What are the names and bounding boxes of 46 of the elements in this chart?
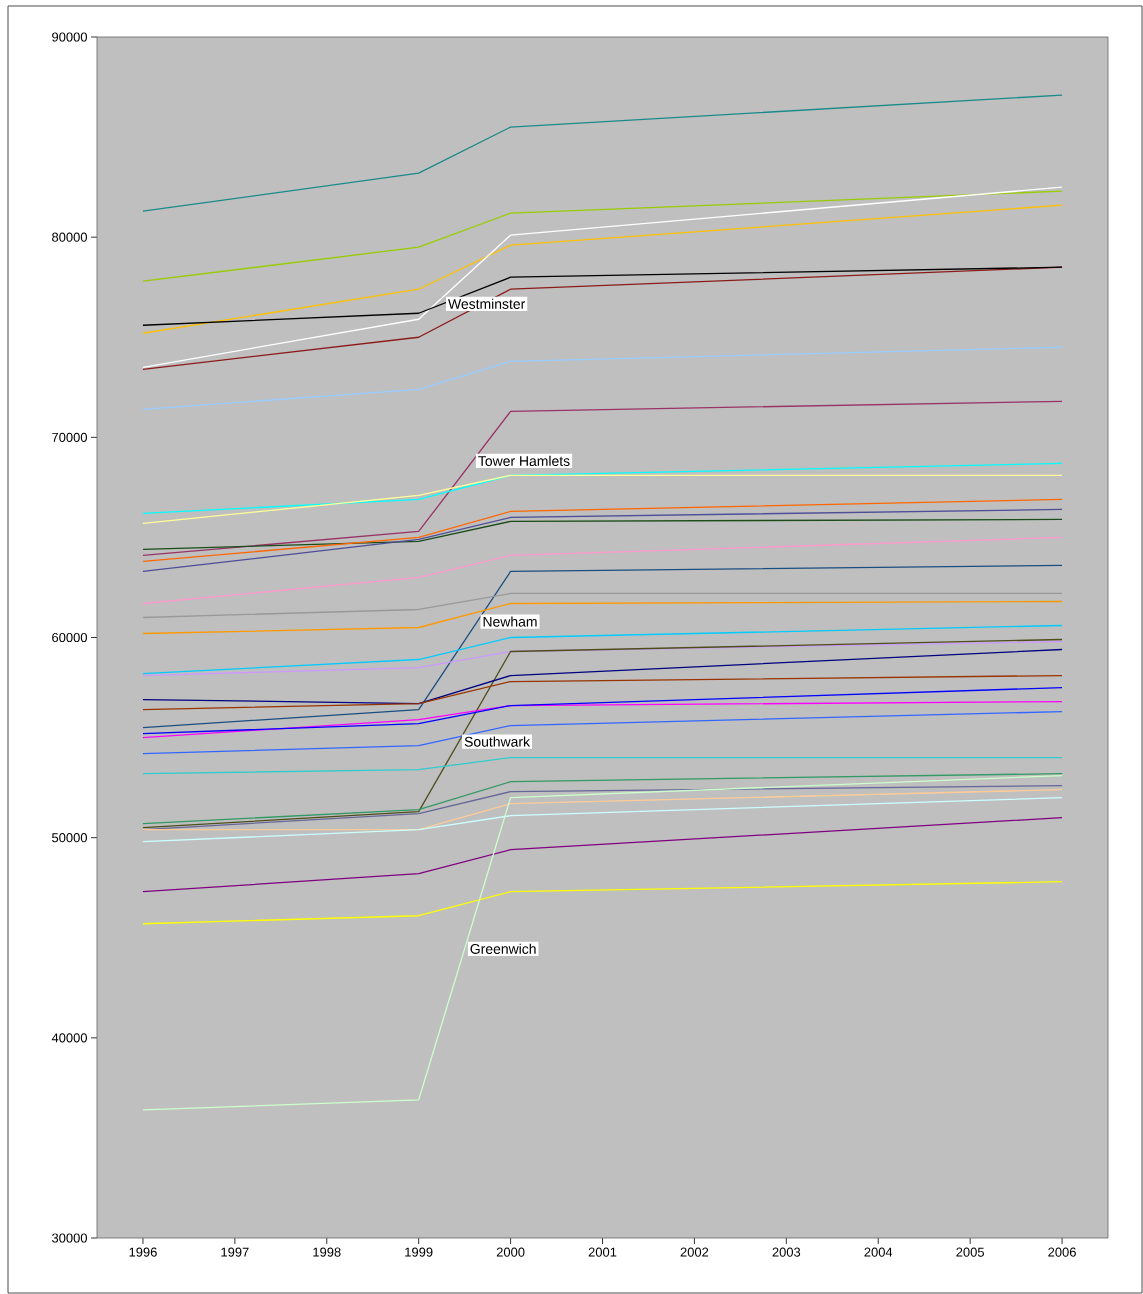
series-label: Newham bbox=[483, 616, 537, 627]
x-tick-label: 2001 bbox=[588, 1247, 617, 1257]
line-series bbox=[142, 648, 1063, 705]
series-label: Southwark bbox=[464, 736, 531, 747]
line-series bbox=[142, 564, 1063, 729]
y-tick-label: 30000 bbox=[51, 1233, 87, 1243]
line-series bbox=[142, 400, 1063, 557]
x-tick-label: 2006 bbox=[1048, 1247, 1076, 1257]
x-tick-label: 2000 bbox=[496, 1247, 525, 1257]
line-series bbox=[142, 817, 1063, 893]
y-tick-label: 40000 bbox=[51, 1033, 87, 1043]
x-tick-label: 2003 bbox=[772, 1247, 801, 1257]
series-label: Westminster bbox=[448, 298, 526, 309]
line-series bbox=[142, 536, 1063, 605]
line-series bbox=[142, 204, 1063, 334]
line-series bbox=[142, 674, 1063, 711]
line-series bbox=[142, 774, 1063, 1111]
line-series bbox=[142, 710, 1063, 755]
line-series bbox=[142, 518, 1063, 551]
x-tick-label: 2002 bbox=[680, 1247, 709, 1257]
line-series bbox=[142, 772, 1063, 825]
x-tick-label: 2004 bbox=[864, 1247, 893, 1257]
series-label: Tower Hamlets bbox=[478, 455, 570, 466]
series-label: Greenwich bbox=[470, 943, 536, 954]
y-tick-label: 90000 bbox=[52, 32, 87, 42]
line-series bbox=[142, 881, 1063, 925]
line-series bbox=[142, 508, 1063, 573]
line-series bbox=[142, 600, 1063, 635]
x-tick-label: 2005 bbox=[956, 1247, 984, 1257]
line-series bbox=[142, 186, 1063, 368]
y-tick-label: 80000 bbox=[52, 232, 87, 242]
line-series bbox=[142, 498, 1063, 563]
x-tick-label: 1997 bbox=[221, 1247, 249, 1257]
line-series bbox=[142, 94, 1063, 212]
x-tick-label: 1999 bbox=[405, 1247, 433, 1257]
line-series bbox=[142, 190, 1063, 282]
line-series bbox=[142, 686, 1063, 735]
x-tick-label: 1998 bbox=[313, 1247, 341, 1257]
y-tick-label: 70000 bbox=[52, 432, 87, 442]
line-series bbox=[142, 266, 1063, 326]
y-tick-label: 50000 bbox=[52, 833, 87, 843]
line-series bbox=[142, 796, 1063, 843]
line-series bbox=[142, 638, 1063, 829]
y-tick-label: 60000 bbox=[52, 632, 87, 643]
x-tick-label: 1996 bbox=[129, 1247, 157, 1257]
line-series bbox=[142, 346, 1063, 410]
